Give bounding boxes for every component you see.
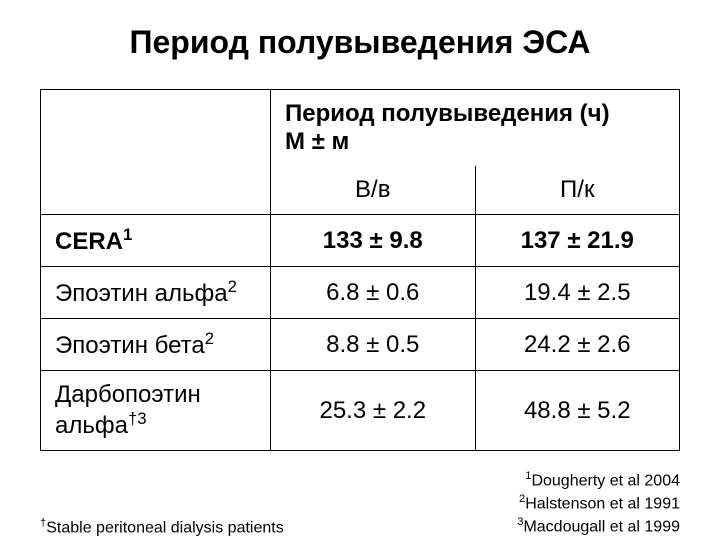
- row-sc: 137 ± 21.9: [475, 215, 680, 267]
- header-empty2: [41, 166, 271, 215]
- row-iv: 25.3 ± 2.2: [271, 371, 475, 451]
- footnote-left: †Stable peritoneal dialysis patients: [40, 517, 517, 537]
- row-sc: 24.2 ± 2.6: [475, 319, 680, 371]
- row-sc: 19.4 ± 2.5: [475, 267, 680, 319]
- row-name: Эпоэтин бета2: [41, 319, 271, 371]
- header-iv: В/в: [271, 166, 475, 215]
- header-empty: [41, 90, 271, 167]
- table-row: CERA1133 ± 9.8137 ± 21.9: [41, 215, 680, 267]
- header-sc: П/к: [475, 166, 680, 215]
- row-name: CERA1: [41, 215, 271, 267]
- row-name: Дарбопоэтин альфа†3: [41, 371, 271, 451]
- row-iv: 133 ± 9.8: [271, 215, 475, 267]
- table-row: Дарбопоэтин альфа†325.3 ± 2.248.8 ± 5.2: [41, 371, 680, 451]
- row-sc: 48.8 ± 5.2: [475, 371, 680, 451]
- slide-title: Период полувыведения ЭСА: [40, 24, 680, 61]
- table-row: Эпоэтин альфа26.8 ± 0.619.4 ± 2.5: [41, 267, 680, 319]
- row-iv: 8.8 ± 0.5: [271, 319, 475, 371]
- halflife-table: Период полувыведения (ч) М ± м В/в П/к C…: [40, 89, 680, 451]
- header-main: Период полувыведения (ч) М ± м: [271, 90, 680, 167]
- row-name: Эпоэтин альфа2: [41, 267, 271, 319]
- references: 1Dougherty et al 20042Halstenson et al 1…: [517, 469, 680, 538]
- row-iv: 6.8 ± 0.6: [271, 267, 475, 319]
- table-row: Эпоэтин бета28.8 ± 0.524.2 ± 2.6: [41, 319, 680, 371]
